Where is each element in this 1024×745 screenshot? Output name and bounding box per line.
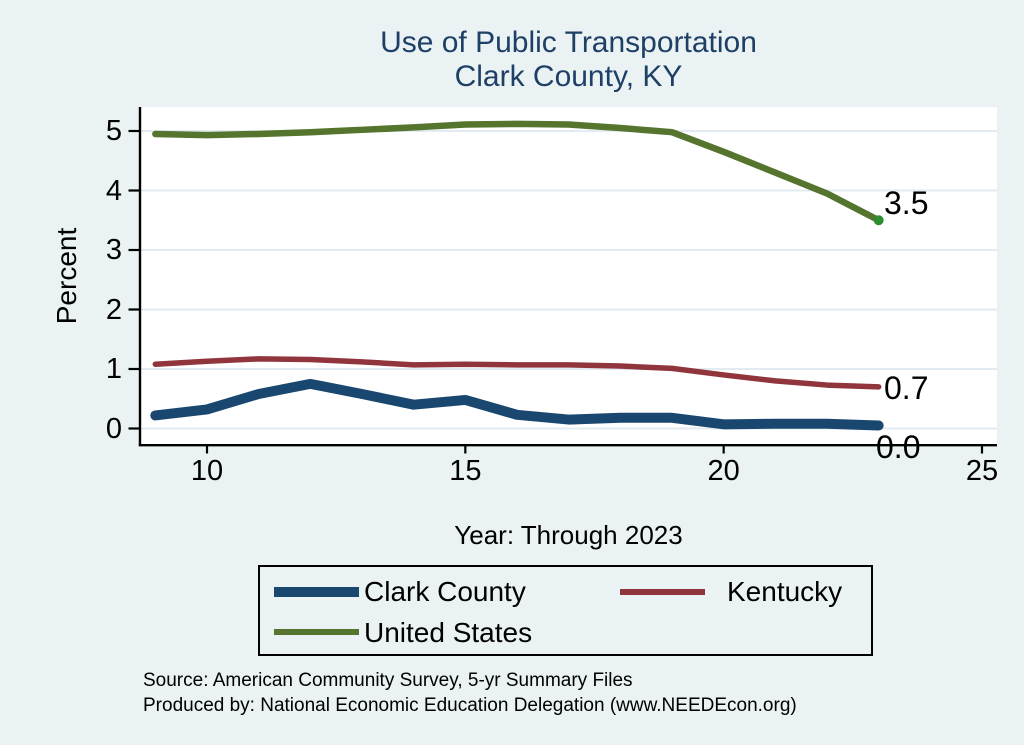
legend-label-clark-county: Clark County [364, 576, 526, 607]
legend-label-united-states: United States [364, 617, 533, 648]
y-tick-label: 3 [105, 234, 122, 266]
x-tick-label: 15 [449, 455, 482, 487]
y-tick-label: 5 [105, 115, 122, 147]
y-tick-label: 0 [105, 412, 122, 445]
y-tick-label: 1 [105, 353, 122, 385]
x-tick-label: 10 [190, 455, 224, 487]
y-tick-label: 4 [105, 174, 122, 207]
source-line: Source: American Community Survey, 5-yr … [143, 670, 633, 691]
chart-title: Use of Public Transportation Clark Count… [140, 26, 997, 94]
legend-swatch-united-states [274, 629, 359, 635]
y-tick-label: 2 [105, 293, 122, 326]
source-notes: Source: American Community Survey, 5-yr … [143, 668, 797, 718]
legend-swatch-clark-county [274, 587, 359, 597]
legend-label-kentucky: Kentucky [727, 576, 843, 607]
series-end-value-united-states: 3.5 [884, 185, 929, 221]
chart-title-line2: Clark County, KY [454, 60, 683, 93]
series-end-value-kentucky: 0.7 [884, 370, 929, 406]
legend-box: Clark County Kentucky United States [258, 565, 873, 656]
x-axis-title: Year: Through 2023 [454, 520, 683, 550]
x-tick-label: 25 [965, 455, 999, 487]
series-end-value-clark-county: 0.0 [876, 429, 921, 465]
chart-title-line1: Use of Public Transportation [380, 26, 757, 59]
legend-swatch-kentucky [620, 589, 705, 595]
produced-by-line: Produced by: National Economic Education… [143, 695, 797, 716]
x-tick-label: 20 [707, 455, 740, 487]
